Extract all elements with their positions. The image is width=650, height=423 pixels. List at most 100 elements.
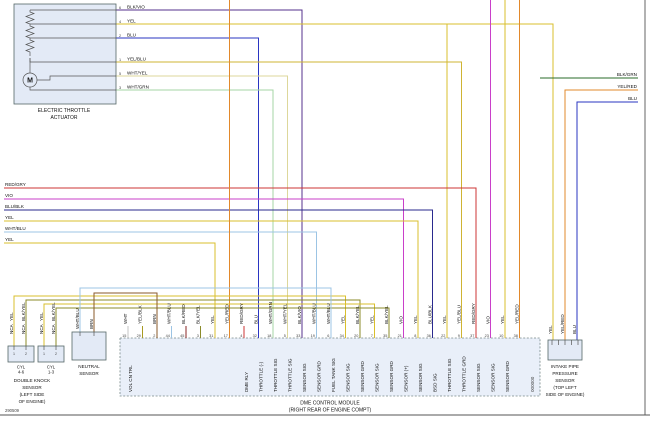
wire-right-yelred [564, 89, 638, 340]
dme-pin-color-label: BLK/VIO [297, 306, 302, 324]
wire-right-blu [576, 101, 638, 340]
dme-pin-number: 18 [267, 334, 271, 338]
dme-pin-color-label: YEL/BLK [137, 304, 142, 324]
dme-pin-number: 19 [311, 334, 315, 338]
knock-pin-number: 1 [43, 352, 45, 356]
dme-pin-number: 4 [240, 334, 242, 338]
dme-pin-color-label: BLK/RED [181, 304, 186, 324]
wire-mid-yel-2 [4, 242, 216, 338]
dme-pin-color-label: YEL/RED [224, 304, 229, 324]
pressure-wire-color-label: BLU [572, 325, 577, 334]
dme-pin-function-label: DME RLY [244, 372, 249, 392]
dme-pin-color-label: YEL [442, 315, 447, 324]
dme-pin-number: 7 [371, 334, 373, 338]
dme-pin-number: 3 [197, 334, 199, 338]
dme-pin-color-label: YEL [340, 315, 345, 324]
dme-pin-color-label: YEL/RED [514, 304, 519, 324]
wire-actuator-whtyel [116, 75, 288, 338]
knock-nca-label: NCA [21, 323, 26, 334]
dme-pin-function-label: SENSOR SIG [491, 363, 496, 392]
right-stub-label: BLK/GRN [617, 72, 637, 77]
dme-station-number: 000000 [530, 376, 535, 392]
dme-pin-color-label: WHT [123, 313, 128, 324]
dme-pin-function-label: THROTTLE SIG [288, 358, 293, 392]
mid-wire-label: WHT/BLU [5, 226, 26, 231]
actuator-pin-number: 1 [119, 58, 121, 62]
knock-pin-number: 1 [13, 352, 15, 356]
dme-pin-color-label: VIO [485, 316, 490, 324]
knock-cyl-label: 1-3 [48, 370, 55, 375]
actuator-internal-lead-6 [29, 87, 116, 91]
dme-pin-color-label: WHT/YEL [282, 303, 287, 324]
dme-pin-function-label: SENSOR SIG [346, 363, 351, 392]
wire-knock-3 [43, 303, 375, 346]
actuator-wire-color-label: WHT/YEL [127, 71, 148, 76]
dme-pin-function-label: THROTTLE GRD [462, 356, 467, 392]
dme-pin-number: 29 [137, 334, 141, 338]
dme-pin-function-label: THROTTLE (-) [259, 361, 264, 392]
dme-pin-color-label: BLK/YEL [384, 305, 389, 324]
neutral-wire-color-label: WHT/BLU [75, 308, 80, 329]
dme-pin-number: 32 [253, 334, 257, 338]
pressure-wire-color-label: YEL/RED [560, 314, 565, 334]
wire-mid-vio [4, 198, 404, 338]
dme-pin-function-label: SENSOR SIG [476, 363, 481, 392]
dme-pin-color-label: RED/GRY [239, 303, 244, 324]
dme-pin-color-label: WHT/GRN [268, 302, 273, 324]
dme-pin-color-label: YEL [369, 315, 374, 324]
actuator-wire-color-label: BLU [127, 33, 136, 38]
dme-pin-function-label: SENSOR GRD [317, 360, 322, 392]
knock-cyl-label: CYL [17, 365, 26, 370]
knock-nca-label: NCA [51, 323, 56, 334]
mid-wire-label: RED/GRY [5, 182, 26, 187]
dme-pin-number: 8 [414, 334, 416, 338]
dme-pin-color-label: RED/GRY [471, 303, 476, 324]
dme-pin-color-label: WHT/BLU [311, 303, 316, 324]
dme-pin-number: 17 [224, 334, 228, 338]
dme-pin-number: 35 [383, 334, 387, 338]
wire-mid-whtblu [4, 231, 317, 338]
dme-pin-number: 34 [340, 334, 344, 338]
dme-pin-color-label: BLK/YEL [195, 305, 200, 324]
actuator-pin-number: 2 [119, 34, 121, 38]
dme-pin-color-label: BLU [253, 315, 258, 324]
dme-pin-color-label: BRN [152, 314, 157, 324]
knock-nca-label: NCA [39, 323, 44, 334]
wire-knock-1 [13, 295, 346, 346]
dme-pin-color-label: VIO [398, 316, 403, 324]
pressure-title-line: INTAKE PIPE [551, 364, 579, 369]
pressure-title-line: PRESSURE [552, 371, 577, 376]
wire-neutral-whtblu [79, 287, 332, 338]
neutral-wire-color-label: BRN [89, 319, 94, 329]
right-stub-label: YEL/RED [617, 84, 637, 89]
knock-wire-color-label: BLK/YEL [21, 302, 26, 321]
pressure-title-line: SENSOR [555, 378, 575, 383]
actuator-wire-color-label: YEL [127, 19, 136, 24]
wire-mid-blublk [4, 209, 433, 338]
pressure-title-line: (TOP LEFT [553, 385, 577, 390]
right-stub-label: BLU [628, 96, 637, 101]
neutral-sensor-box [71, 331, 107, 361]
dme-pin-color-label: WHT/BLU [326, 303, 331, 324]
dme-pin-number: 6 [327, 334, 329, 338]
actuator-pin-number: 4 [119, 20, 121, 24]
knock-connector-left [7, 345, 35, 363]
actuator-wire-color-label: WHT/GRN [127, 85, 149, 90]
dme-pin-number: 33 [296, 334, 300, 338]
dme-pin-number: 36 [427, 334, 431, 338]
knock-wire-color-label: YEL [39, 312, 44, 321]
actuator-pin-number: 3 [119, 86, 121, 90]
dme-pin-number: 10 [499, 334, 503, 338]
dme-pin-number: 5 [284, 334, 286, 338]
dme-pin-color-label: YEL/BLU [456, 305, 461, 324]
dme-pin-number: 9 [458, 334, 460, 338]
knock-pin-number: 2 [55, 352, 57, 356]
resistor-chain-symbol [25, 10, 35, 56]
knock-wire-color-label: BLK/YEL [51, 302, 56, 321]
wire-actuator-whtgrn [116, 89, 274, 338]
actuator-title-line1: ELECTRIC THROTTLE [38, 108, 91, 114]
wire-knock-2 [25, 299, 361, 346]
doc-number: 290509 [5, 408, 20, 413]
knock-cyl-label: 4-6 [18, 370, 25, 375]
